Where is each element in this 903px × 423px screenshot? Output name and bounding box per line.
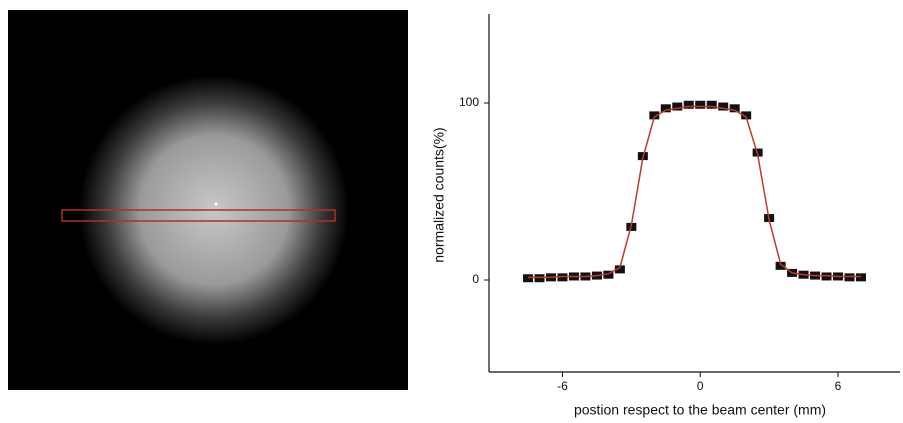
beam-image <box>8 10 408 390</box>
y-tick-label: 100 <box>459 95 479 109</box>
data-point <box>856 273 866 281</box>
data-point <box>523 274 533 282</box>
y-axis-label: normalized counts(%) <box>431 127 447 262</box>
x-axis-label: postion respect to the beam center (mm) <box>574 402 826 418</box>
y-tick-label: 0 <box>472 272 479 286</box>
data-point <box>695 101 705 109</box>
data-point <box>844 273 854 281</box>
figure: normalized counts(%) postion respect to … <box>0 0 903 423</box>
hot-pixel <box>215 203 218 206</box>
x-tick-label: -6 <box>557 379 568 393</box>
data-point <box>730 104 740 112</box>
x-tick-label: 6 <box>835 379 842 393</box>
x-tick-label: 0 <box>697 379 704 393</box>
data-point <box>661 104 671 112</box>
fit-line <box>528 107 861 278</box>
data-point <box>535 274 545 282</box>
